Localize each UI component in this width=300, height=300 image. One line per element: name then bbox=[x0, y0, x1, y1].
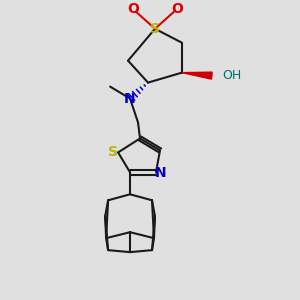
Text: OH: OH bbox=[222, 69, 241, 82]
Polygon shape bbox=[182, 72, 212, 79]
Text: N: N bbox=[124, 92, 136, 106]
Text: O: O bbox=[127, 2, 139, 16]
Text: S: S bbox=[108, 146, 118, 159]
Text: S: S bbox=[150, 22, 160, 36]
Text: N: N bbox=[155, 167, 167, 180]
Text: O: O bbox=[171, 2, 183, 16]
